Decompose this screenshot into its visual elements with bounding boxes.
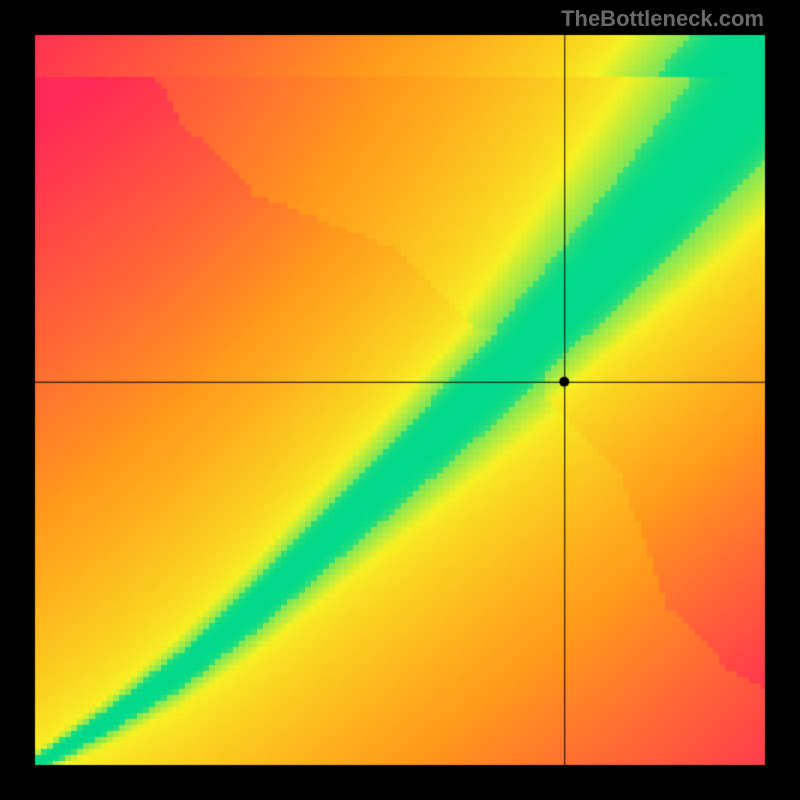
chart-container: TheBottleneck.com (0, 0, 800, 800)
bottleneck-heatmap (0, 0, 800, 800)
watermark-text: TheBottleneck.com (561, 6, 764, 32)
